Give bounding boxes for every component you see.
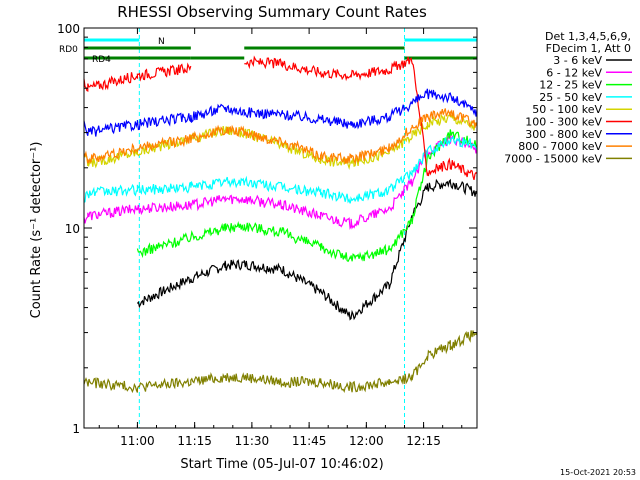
series-line-25-50-kev xyxy=(83,135,478,204)
x-tick-label-3: 11:45 xyxy=(292,434,327,448)
legend-header-line-1: Det 1,3,4,5,6,9, xyxy=(545,30,631,43)
series-line-12-25-kev xyxy=(136,129,478,263)
series-line-7000-15000-kev xyxy=(83,330,478,394)
flag-label-rd0: RD0 xyxy=(59,45,78,55)
legend-header-line-2: FDecim 1, Att 0 xyxy=(546,42,631,55)
x-tick-label-1: 11:15 xyxy=(177,434,212,448)
axes: 11:00 11:15 11:30 11:45 12:00 12:15 1 10 100 xyxy=(57,22,478,448)
series-line-3-6-kev xyxy=(136,178,478,321)
chart-title: RHESSI Observing Summary Count Rates xyxy=(117,3,427,21)
y-tick-label-0: 1 xyxy=(72,422,80,436)
x-tick-label-0: 11:00 xyxy=(120,434,155,448)
flag-bars: N RD0 RD4 xyxy=(59,37,477,65)
y-tick-label-1: 10 xyxy=(65,222,80,236)
legend: Det 1,3,4,5,6,9, FDecim 1, Att 0 3 - 6 k… xyxy=(504,30,632,165)
legend-label-2: 12 - 25 keV xyxy=(539,79,602,92)
x-axis-label: Start Time (05-Jul-07 10:46:02) xyxy=(180,457,383,472)
legend-label-4: 50 - 100 keV xyxy=(532,103,602,116)
footer-date: 15-Oct-2021 20:53 xyxy=(560,468,636,477)
series-layer xyxy=(83,55,478,394)
legend-label-5: 100 - 300 keV xyxy=(525,116,602,129)
legend-label-1: 6 - 12 keV xyxy=(546,66,602,79)
y-tick-label-2: 100 xyxy=(57,22,80,36)
legend-label-0: 3 - 6 keV xyxy=(553,54,602,67)
series-line-800-7000-kev xyxy=(83,108,478,166)
series-line-100-300-kev xyxy=(83,55,478,181)
legend-label-6: 300 - 800 keV xyxy=(525,128,602,141)
x-tick-label-5: 12:15 xyxy=(406,434,441,448)
legend-label-7: 800 - 7000 keV xyxy=(518,140,602,153)
x-tick-label-2: 11:30 xyxy=(235,434,270,448)
flag-label-rd4: RD4 xyxy=(92,55,111,65)
legend-label-8: 7000 - 15000 keV xyxy=(504,152,602,165)
legend-label-3: 25 - 50 keV xyxy=(539,91,602,104)
flag-label-n: N xyxy=(158,37,165,47)
y-axis-label: Count Rate (s⁻¹ detector⁻¹) xyxy=(29,142,44,319)
series-line-300-800-kev xyxy=(83,88,478,137)
x-tick-label-4: 12:00 xyxy=(349,434,384,448)
series-line-6-12-kev xyxy=(83,131,478,230)
